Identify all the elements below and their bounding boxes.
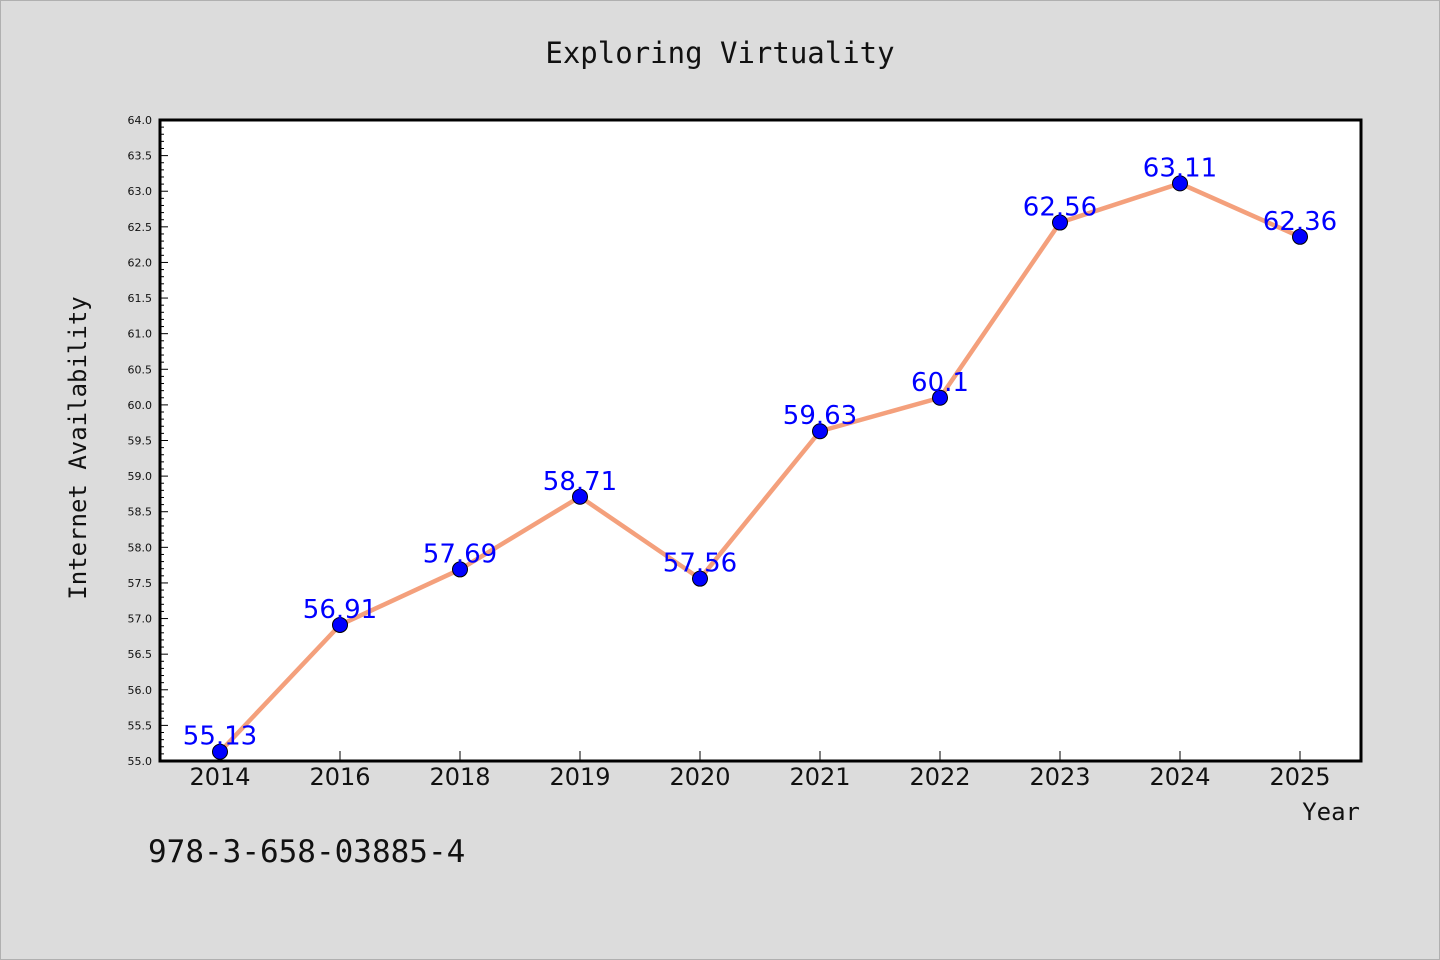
series-line [217, 181, 1303, 754]
x-tick-label: 2024 [1149, 763, 1210, 791]
y-tick-label: 60.0 [128, 399, 153, 412]
data-label: 58.71 [543, 467, 617, 497]
y-tick-label: 56.5 [128, 648, 153, 661]
x-tick-label: 2021 [789, 763, 850, 791]
x-tick-label: 2020 [669, 763, 730, 791]
data-label: 63.11 [1143, 153, 1217, 183]
data-label: 57.56 [663, 549, 737, 579]
data-point [932, 389, 948, 406]
y-tick-label: 59.5 [128, 435, 153, 448]
chart-title: Exploring Virtuality [545, 36, 894, 70]
data-point [212, 743, 228, 760]
x-axis: 2014 2016 2018 2019 2020 2021 2022 2023 2024 2025 [189, 751, 1331, 791]
y-tick-label: 55.5 [128, 719, 153, 732]
data-label: 56.91 [303, 595, 377, 625]
y-axis: 55.0 55.5 56.0 56.5 57.0 57.5 58.0 58.5 59.0 59.5… [128, 114, 168, 768]
y-tick-label: 55.0 [128, 755, 153, 768]
y-axis-label: Internet Availability [64, 296, 92, 599]
data-label: 62.36 [1263, 207, 1337, 237]
data-point [812, 423, 828, 440]
y-tick-label: 62.5 [128, 221, 153, 234]
data-point [692, 570, 708, 587]
data-label: 62.56 [1023, 193, 1097, 223]
x-tick-label: 2019 [549, 763, 610, 791]
y-tick-label: 61.0 [128, 328, 153, 341]
data-label: 59.63 [783, 401, 857, 431]
y-tick-label: 60.5 [128, 363, 153, 376]
x-tick-label: 2023 [1029, 763, 1090, 791]
y-tick-label: 63.5 [128, 150, 153, 163]
y-tick-label: 56.0 [128, 684, 153, 697]
y-tick-label: 62.0 [128, 256, 153, 269]
data-label: 57.69 [423, 539, 497, 569]
data-point [332, 616, 348, 633]
x-tick-label: 2016 [309, 763, 370, 791]
x-tick-label: 2025 [1269, 763, 1330, 791]
data-point [1172, 175, 1188, 192]
data-label: 55.13 [183, 722, 257, 752]
footer-code: 978-3-658-03885-4 [148, 834, 466, 870]
data-point [452, 561, 468, 578]
data-point [1052, 214, 1068, 231]
y-tick-label: 64.0 [128, 114, 153, 127]
y-tick-label: 57.0 [128, 613, 153, 626]
data-label: 60.1 [911, 368, 969, 398]
y-tick-label: 57.5 [128, 577, 153, 590]
series-markers [212, 175, 1308, 760]
data-point [572, 488, 588, 505]
y-tick-label: 63.0 [128, 185, 153, 198]
y-tick-label: 59.0 [128, 470, 153, 483]
y-tick-label: 61.5 [128, 292, 153, 305]
x-tick-label: 2018 [429, 763, 490, 791]
data-labels: 55.13 56.91 57.69 58.71 57.56 59.63 60.1 62.56 6… [183, 153, 1337, 751]
plot-area [158, 118, 1363, 763]
y-tick-label: 58.5 [128, 506, 153, 519]
x-axis-label: Year [1302, 798, 1360, 826]
x-tick-label: 2022 [909, 763, 970, 791]
x-tick-label: 2014 [189, 763, 250, 791]
series-line-layer [217, 181, 1303, 754]
y-tick-label: 58.0 [128, 541, 153, 554]
data-point [1292, 228, 1308, 245]
